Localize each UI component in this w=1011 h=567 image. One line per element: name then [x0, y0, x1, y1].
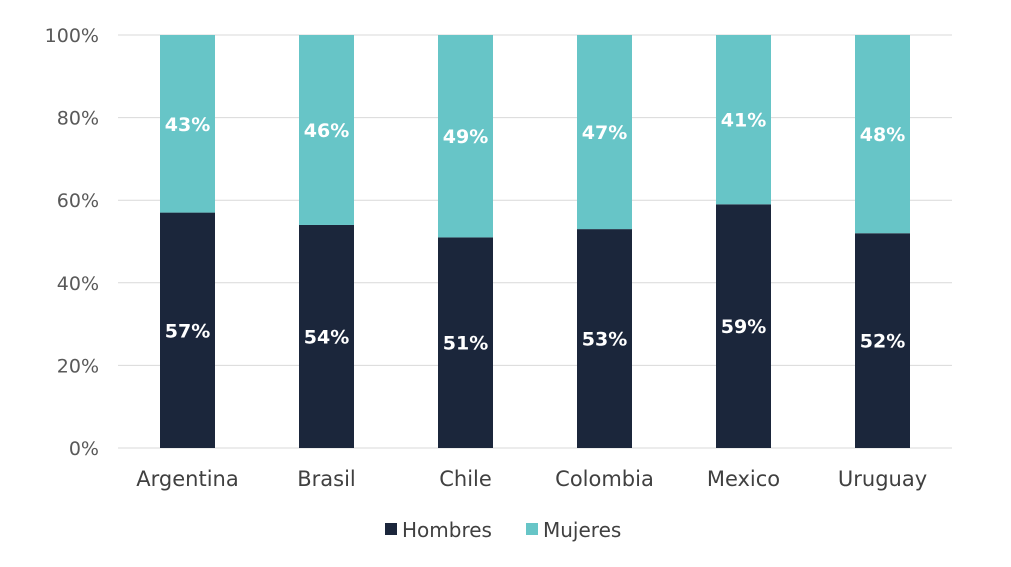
- data-label-mujeres: 48%: [860, 124, 905, 146]
- x-tick-label: Mexico: [707, 467, 780, 491]
- y-tick-label: 100%: [45, 25, 99, 47]
- x-tick-label: Chile: [439, 467, 492, 491]
- bar-mujeres: [299, 35, 354, 225]
- bar-hombres: [855, 233, 910, 448]
- data-label-mujeres: 46%: [304, 120, 349, 142]
- x-tick-label: Argentina: [136, 467, 238, 491]
- x-axis-ticks: Argentina Brasil Chile Colombia Mexico Urugua…: [136, 467, 927, 491]
- legend-swatch-hombres: [385, 523, 397, 535]
- legend-label-mujeres: Mujeres: [543, 518, 621, 542]
- data-label-hombres: 57%: [165, 320, 210, 342]
- bar-hombres: [438, 237, 493, 448]
- y-tick-label: 20%: [57, 355, 99, 377]
- bar-mujeres: [160, 35, 215, 213]
- y-tick-label: 60%: [57, 190, 99, 212]
- data-label-hombres: 59%: [721, 316, 766, 338]
- bar-hombres: [577, 229, 632, 448]
- x-tick-label: Brasil: [297, 467, 356, 491]
- y-axis-ticks: 0% 20% 40% 60% 80% 100%: [45, 25, 99, 460]
- data-label-hombres: 52%: [860, 331, 905, 353]
- data-label-hombres: 53%: [582, 329, 627, 351]
- y-tick-label: 40%: [57, 273, 99, 295]
- bar-mujeres: [577, 35, 632, 230]
- x-tick-label: Colombia: [555, 467, 654, 491]
- data-label-mujeres: 47%: [582, 122, 627, 144]
- legend-swatch-mujeres: [526, 523, 538, 535]
- data-label-mujeres: 41%: [721, 110, 766, 132]
- gridlines: [118, 34, 952, 449]
- y-tick-label: 80%: [57, 108, 99, 130]
- data-label-hombres: 54%: [304, 326, 349, 348]
- bar-mujeres: [716, 35, 771, 205]
- bar-hombres: [160, 212, 215, 448]
- legend: Hombres Mujeres: [385, 518, 621, 542]
- data-label-mujeres: 43%: [165, 114, 210, 136]
- x-tick-label: Uruguay: [838, 467, 927, 491]
- data-labels: 57% 43% 54% 46% 51% 49% 53% 47% 59% 41% 52% 48%: [165, 110, 905, 355]
- data-label-mujeres: 49%: [443, 126, 488, 148]
- data-label-hombres: 51%: [443, 333, 488, 355]
- legend-label-hombres: Hombres: [402, 518, 492, 542]
- bar-hombres: [716, 204, 771, 448]
- bar-hombres: [299, 224, 354, 448]
- bars: [160, 35, 910, 448]
- bar-mujeres: [855, 35, 910, 234]
- bar-mujeres: [438, 35, 493, 238]
- y-tick-label: 0%: [69, 438, 99, 460]
